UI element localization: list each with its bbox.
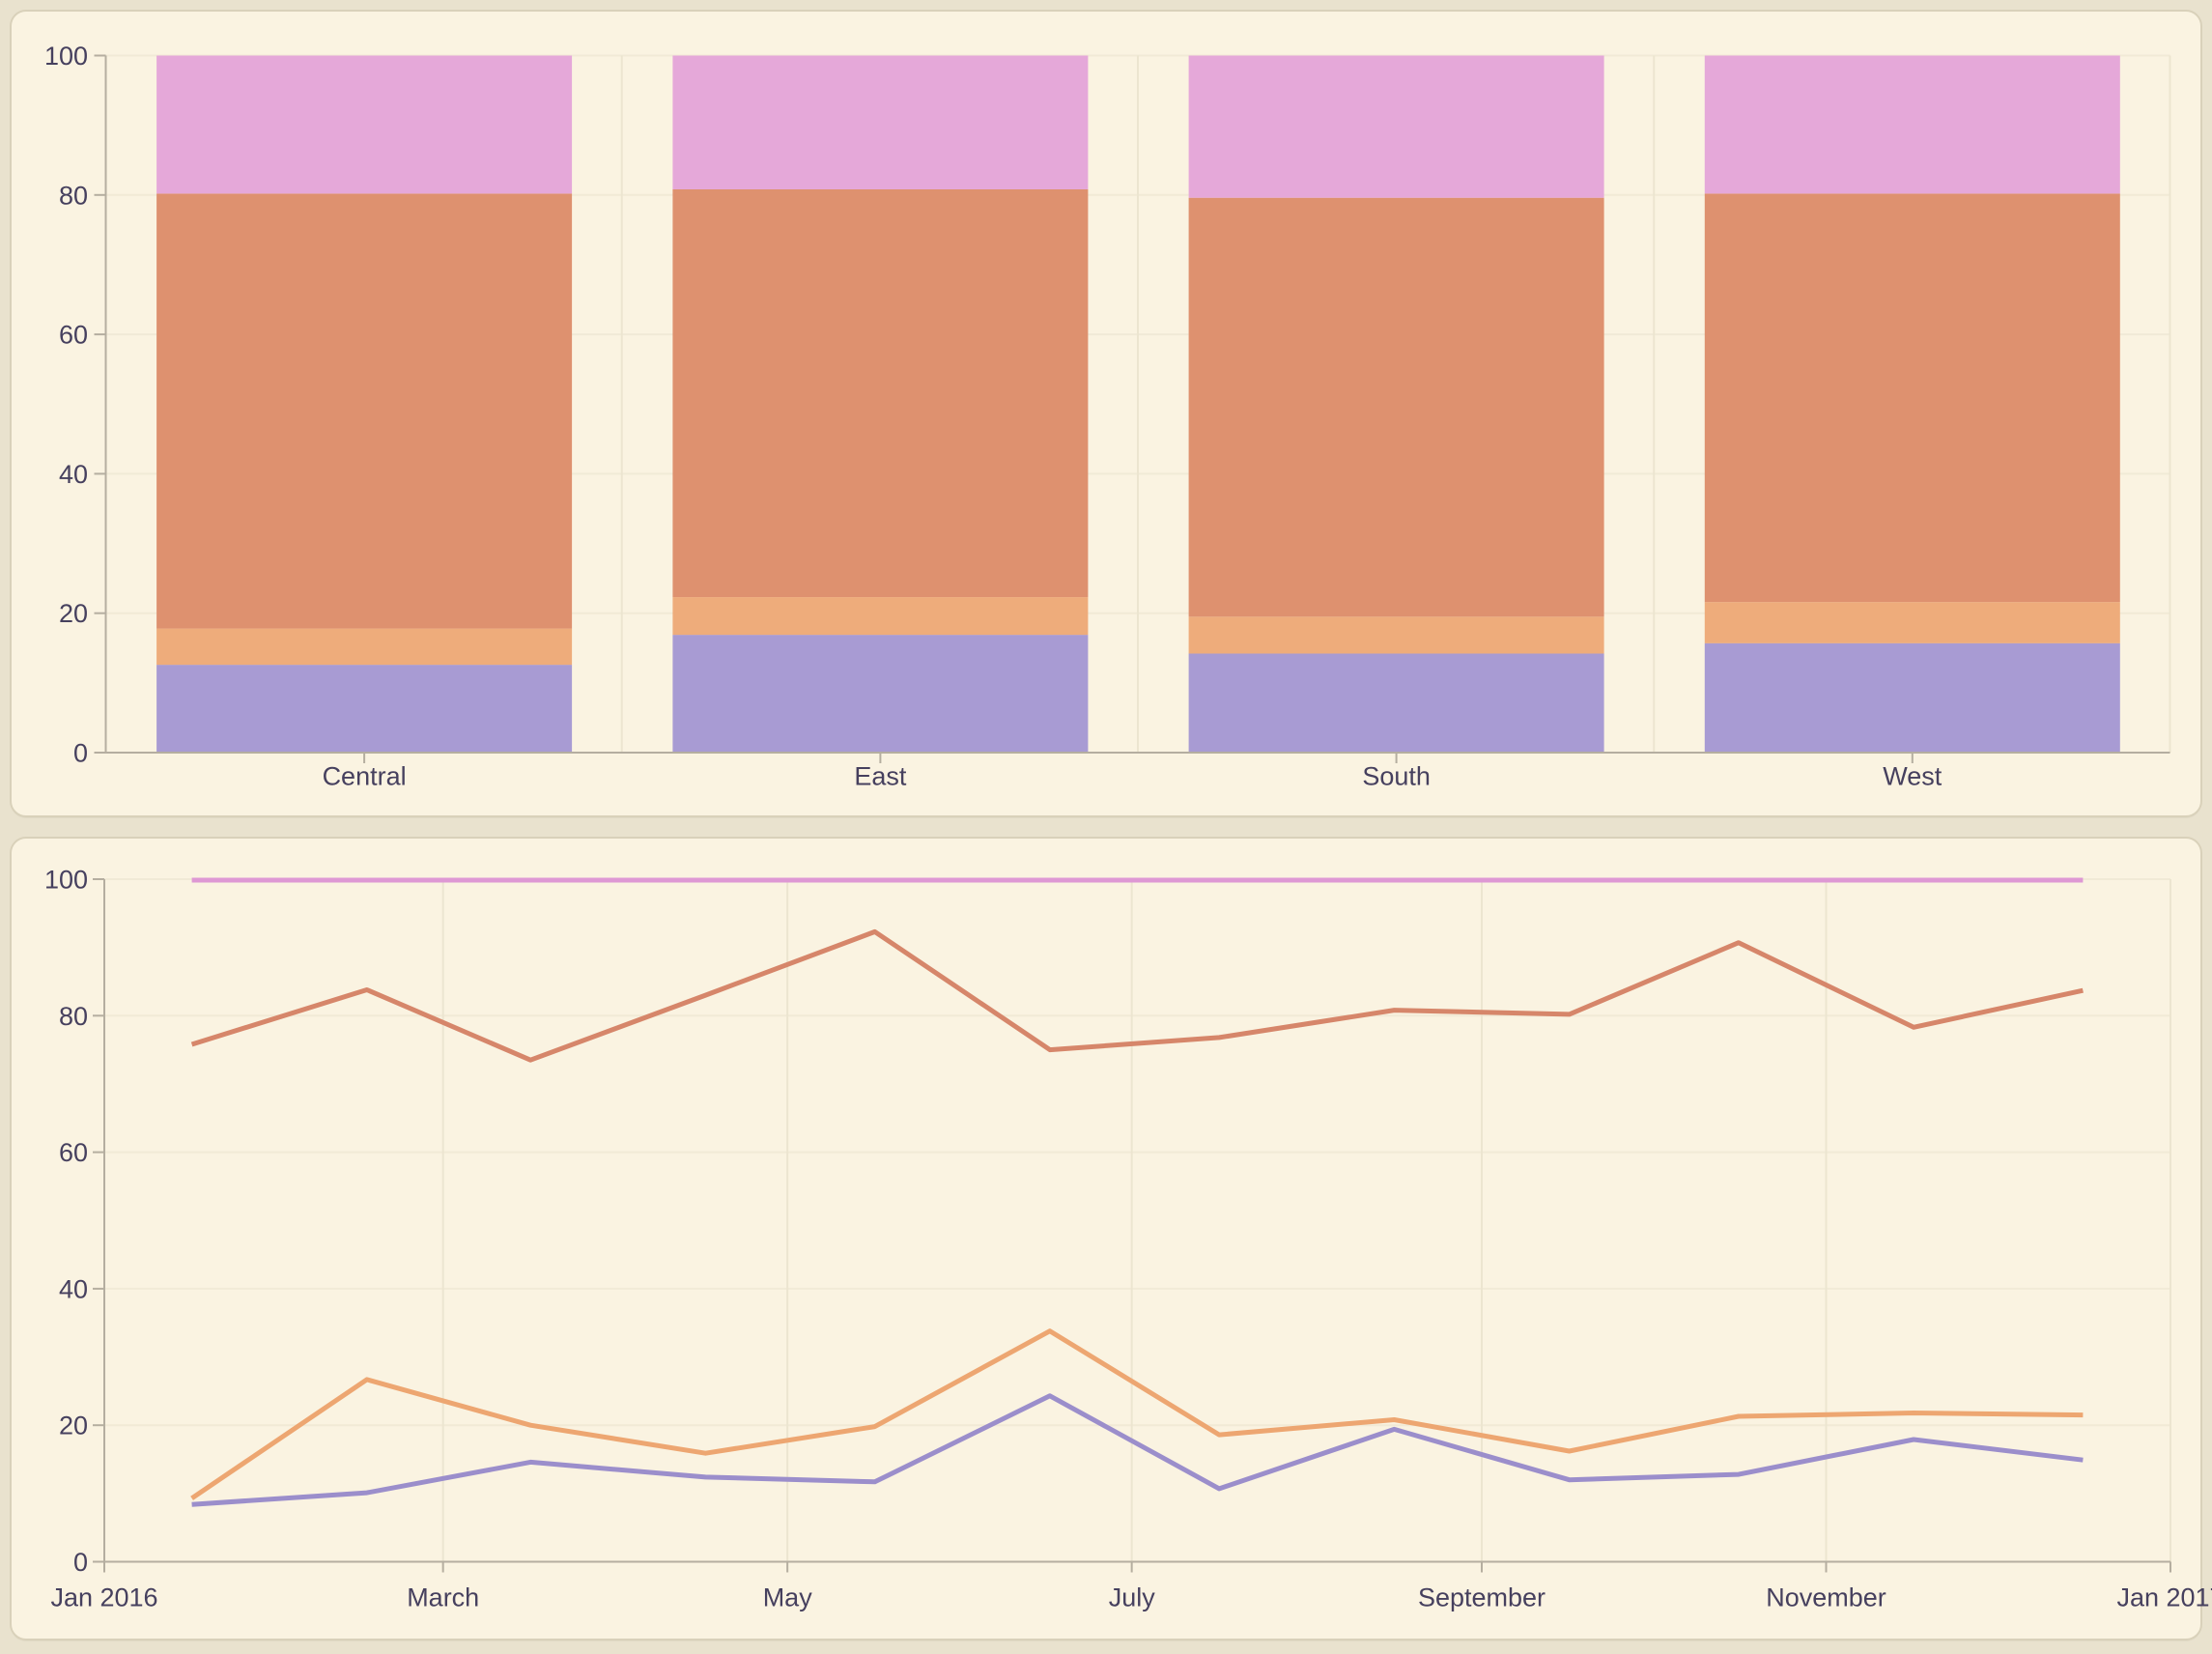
svg-text:40: 40	[59, 460, 88, 489]
svg-text:20: 20	[59, 1412, 88, 1440]
svg-text:Jan 2016: Jan 2016	[50, 1583, 157, 1612]
svg-text:West: West	[1883, 762, 1943, 791]
svg-text:20: 20	[59, 599, 88, 628]
svg-text:100: 100	[44, 42, 88, 71]
svg-text:July: July	[1109, 1583, 1156, 1612]
svg-text:Jan 2017: Jan 2017	[2116, 1583, 2212, 1612]
svg-text:South: South	[1362, 762, 1431, 791]
svg-text:100: 100	[44, 866, 88, 895]
svg-text:80: 80	[59, 181, 88, 210]
svg-text:May: May	[763, 1583, 813, 1612]
svg-text:60: 60	[59, 321, 88, 350]
svg-text:East: East	[854, 762, 907, 791]
svg-text:60: 60	[59, 1138, 88, 1167]
svg-text:40: 40	[59, 1274, 88, 1303]
svg-text:September: September	[1418, 1583, 1546, 1612]
svg-text:0: 0	[73, 739, 88, 768]
svg-text:0: 0	[73, 1548, 88, 1577]
svg-text:March: March	[407, 1583, 479, 1612]
svg-text:Central: Central	[323, 762, 407, 791]
svg-text:November: November	[1766, 1583, 1886, 1612]
svg-text:80: 80	[59, 1002, 88, 1031]
